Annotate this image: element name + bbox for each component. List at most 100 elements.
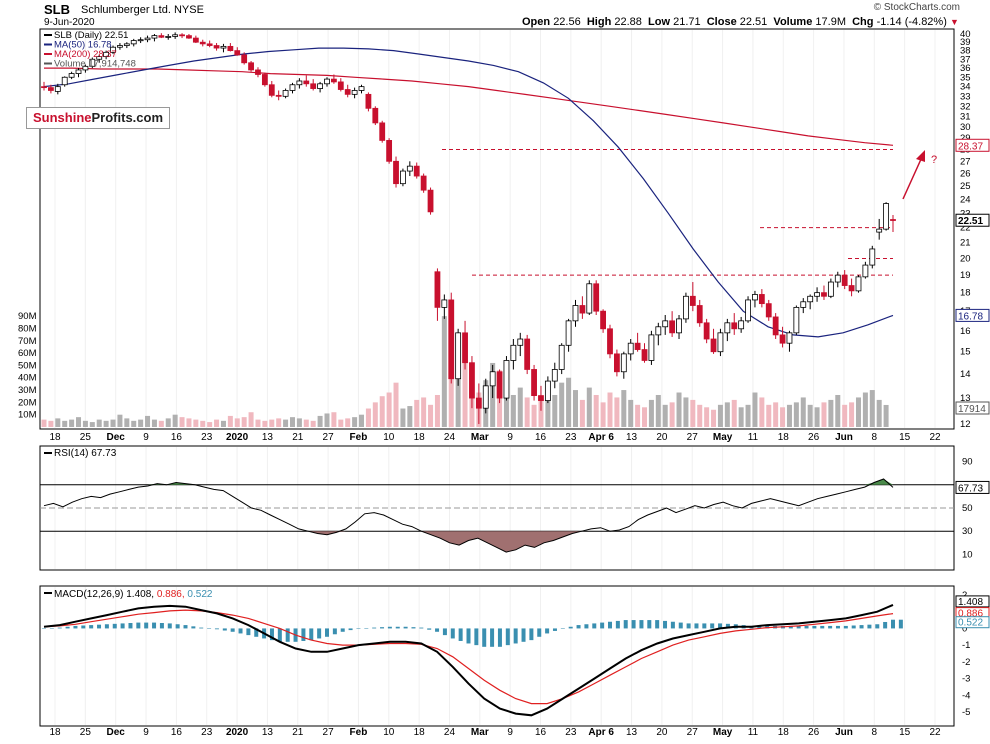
- candle-body: [406, 165, 413, 172]
- volume-bar: [338, 419, 344, 427]
- candle-body: [482, 385, 489, 409]
- macd-histogram-bar: [89, 625, 94, 629]
- volume-bar: [828, 399, 834, 427]
- macd-histogram-bar: [497, 628, 502, 647]
- macd-histogram-bar: [238, 628, 243, 634]
- rsi-tick-label: 90: [962, 457, 973, 468]
- macd-histogram-bar: [372, 627, 377, 629]
- price-tick-label: 30: [960, 122, 971, 133]
- open-value: 22.56: [553, 16, 581, 28]
- volume-bar: [48, 420, 54, 427]
- volume-value: 17.9M: [815, 16, 846, 28]
- candle-body: [579, 305, 586, 314]
- volume-bar: [455, 358, 461, 427]
- volume-bar: [352, 417, 358, 427]
- candle-body: [130, 40, 137, 45]
- x-tick-label: 23: [565, 432, 577, 443]
- candle-body: [123, 43, 130, 46]
- volume-bar: [759, 397, 765, 427]
- x-tick-label: 13: [262, 727, 274, 738]
- macd-histogram-bar: [843, 625, 848, 629]
- candle-body: [54, 86, 61, 92]
- volume-bar: [566, 377, 572, 427]
- price-tick-label: 32: [960, 101, 971, 112]
- volume-bar: [545, 392, 551, 427]
- candle-body: [558, 344, 565, 370]
- volume-bar: [255, 419, 261, 427]
- candle-body: [786, 332, 793, 344]
- candle-body: [365, 93, 372, 109]
- x-tick-label: 13: [626, 727, 638, 738]
- volume-bar: [780, 407, 786, 427]
- forecast-arrow: [902, 156, 923, 200]
- macd-histogram-bar: [639, 620, 644, 629]
- volume-bar: [711, 409, 717, 427]
- close-value: 22.51: [739, 16, 768, 28]
- price-tick-label: 12: [960, 419, 971, 430]
- candle-body: [413, 165, 420, 177]
- candle-body: [475, 397, 482, 409]
- candle-body: [48, 87, 54, 91]
- volume-bar: [738, 407, 744, 427]
- candle-body: [662, 320, 669, 328]
- candle-body: [434, 271, 441, 308]
- volume-bar: [552, 394, 558, 427]
- macd-histogram-bar: [670, 621, 675, 629]
- macd-histogram-bar: [820, 625, 825, 629]
- candle-body: [469, 362, 475, 399]
- volume-bar: [214, 419, 220, 427]
- volume-bar: [234, 418, 240, 427]
- candle-body: [717, 332, 724, 353]
- price-tick-label: 22: [960, 223, 971, 234]
- macd-line: [43, 603, 894, 717]
- candle-body: [144, 37, 151, 41]
- price-tick-label: 36: [960, 63, 971, 74]
- candle-body: [427, 189, 434, 213]
- volume-bar: [855, 397, 861, 427]
- price-tick-label: 29: [960, 133, 971, 144]
- macd-histogram-bar: [788, 625, 793, 629]
- macd-histogram-bar: [576, 625, 581, 629]
- x-tick-label: 23: [201, 727, 213, 738]
- macd-histogram-bar: [505, 628, 510, 646]
- price-label-box: [955, 213, 990, 227]
- x-tick-label: Feb: [350, 727, 368, 738]
- candle-body: [634, 342, 641, 350]
- candle-body: [96, 56, 103, 60]
- macd-histogram-bar: [309, 628, 314, 641]
- sunshine-profits-logo: SunshineProfits.com: [26, 107, 171, 129]
- macd-histogram-bar: [450, 628, 455, 639]
- macd-histogram-bar: [859, 625, 864, 629]
- macd-histogram-bar: [458, 628, 463, 641]
- moving-averages: [43, 47, 894, 338]
- candle-body: [827, 281, 834, 297]
- candle-body: [489, 371, 496, 387]
- macd-histogram-bar: [222, 628, 227, 631]
- price-tick-label: 16: [960, 326, 971, 337]
- macd-histogram-bar: [175, 624, 180, 629]
- candle-body: [261, 74, 268, 86]
- volume-bar: [158, 420, 164, 427]
- volume-bar: [635, 404, 641, 427]
- volume-bar: [448, 375, 454, 427]
- macd-histogram-bar: [112, 623, 117, 629]
- volume-bar: [869, 390, 875, 427]
- macd-histogram-bar: [269, 628, 274, 641]
- macd-tick-label: -4: [962, 690, 970, 701]
- macd-panel-frame: [39, 585, 955, 727]
- arrowhead-icon: [916, 150, 925, 162]
- macd-histogram-bar: [537, 628, 542, 637]
- volume-bar: [262, 420, 268, 427]
- macd-histogram-bar: [356, 628, 361, 629]
- candle-body: [386, 140, 393, 162]
- candle-body: [268, 84, 275, 96]
- macd-histogram-bar: [167, 623, 172, 629]
- x-tick-label: May: [713, 432, 733, 443]
- candlesticks: [41, 32, 896, 424]
- volume-bar: [289, 417, 295, 427]
- macd-tick-label: -3: [962, 674, 970, 685]
- macd-value: 1.408: [958, 597, 983, 608]
- volume-tick-label: 10M: [18, 410, 37, 421]
- price-panel-frame: [39, 28, 955, 430]
- candle-body: [172, 34, 179, 37]
